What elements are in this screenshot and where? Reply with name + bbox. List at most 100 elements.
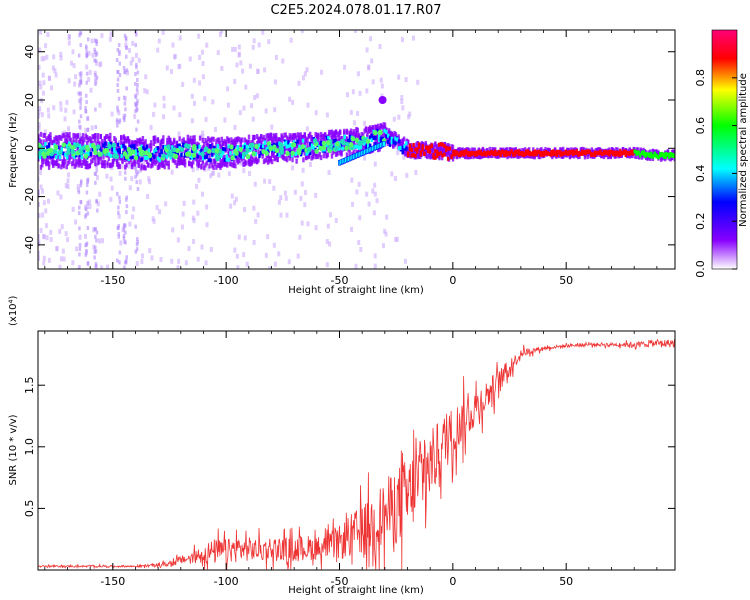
- spectrum-core: [484, 152, 488, 157]
- spectrum-cell: [472, 147, 475, 153]
- spectrum-core: [472, 151, 475, 156]
- spectrum-speckle: [241, 68, 245, 74]
- spectrum-core: [319, 143, 323, 148]
- spectrum-cell: [130, 162, 134, 168]
- spectrum-cell: [615, 147, 618, 153]
- spectrum-cell: [250, 160, 253, 166]
- spectrum-speckle: [38, 64, 41, 70]
- spectrum-cell: [438, 154, 441, 160]
- spectrum-speckle: [192, 100, 196, 106]
- spectrum-cell: [311, 148, 315, 154]
- spectrum-core: [434, 149, 437, 154]
- spectrum-speckle: [300, 181, 304, 187]
- spectrum-cell: [266, 153, 270, 159]
- colorbar-tick-label: 0.8: [694, 69, 707, 87]
- spectrum-cell: [397, 134, 400, 140]
- spectrum-core: [359, 145, 363, 150]
- spectrum-speckle: [89, 87, 93, 93]
- spectrum-cell: [288, 133, 292, 139]
- spectrum-peak: [245, 148, 250, 154]
- colorbar-label: Normalized spectral amplitude: [738, 73, 749, 227]
- spectrum-core: [143, 147, 147, 152]
- spectrum-streak: [134, 72, 137, 77]
- spectrum-speckle: [396, 150, 400, 156]
- spectrum-cell: [197, 159, 200, 165]
- spectrum-cell: [151, 155, 154, 161]
- spectrum-cell: [62, 163, 66, 169]
- spectrum-cell: [562, 146, 565, 152]
- spectrum-streak: [122, 95, 126, 100]
- spectrum-core: [301, 138, 305, 143]
- spectrum-cell: [227, 150, 230, 156]
- spectrum-cell: [258, 151, 262, 157]
- spectrum-core: [69, 148, 73, 153]
- spectrum-cell: [109, 163, 112, 169]
- spectrum-speckle: [383, 228, 387, 234]
- spectrum-cell: [65, 132, 68, 138]
- spectrum-cell: [386, 135, 389, 141]
- spectrum-cell: [465, 154, 468, 160]
- spectrum-cell: [164, 160, 168, 166]
- spectrum-speckle: [90, 38, 94, 44]
- spectrum-cell: [336, 151, 339, 157]
- spectrum-core: [225, 154, 229, 159]
- spectrum-peak: [166, 144, 171, 150]
- spectrum-core: [494, 149, 497, 154]
- spectrum-core: [122, 143, 125, 148]
- spectrum-cell: [103, 136, 107, 142]
- spectrum-peak: [238, 146, 243, 153]
- spectrum-core: [412, 142, 415, 147]
- spectrum-core: [260, 145, 263, 150]
- spectrum-speckle: [90, 125, 94, 131]
- spectrum-speckle: [95, 175, 99, 181]
- spectrum-core: [209, 143, 212, 148]
- spectrum-streak: [124, 107, 127, 112]
- spectrum-streak: [95, 264, 98, 269]
- spectrum-speckle: [148, 248, 152, 254]
- spectrum-core: [124, 145, 127, 150]
- spectrum-cell: [283, 149, 286, 155]
- spectrum-core: [287, 140, 290, 145]
- spectrum-speckle: [45, 54, 49, 60]
- spectrum-cell: [46, 135, 49, 141]
- spectrum-core: [633, 149, 637, 154]
- spectrum-cell: [45, 137, 48, 143]
- spectrum-core: [454, 152, 457, 157]
- spectrum-peak: [85, 144, 90, 150]
- spectrum-core: [510, 149, 513, 154]
- spectrum-core: [182, 144, 185, 149]
- spectrum-cell: [635, 147, 638, 153]
- spectrum-streak: [134, 166, 138, 171]
- spectrum-cell: [318, 141, 321, 147]
- spectrum-cell: [379, 123, 383, 129]
- spectrum-cell: [166, 140, 169, 146]
- spectrum-cell: [590, 147, 593, 153]
- spectrum-cell: [91, 157, 94, 163]
- spectrum-speckle: [56, 190, 60, 196]
- spectrum-streak: [79, 74, 83, 79]
- spectrum-speckle: [130, 176, 134, 182]
- spectrum-streak: [95, 39, 99, 44]
- spectrum-cell: [50, 159, 54, 165]
- spectrum-streak: [94, 245, 97, 250]
- spectrum-cell: [228, 161, 232, 167]
- spectrum-cell: [440, 155, 444, 161]
- spectrum-cell: [57, 135, 60, 141]
- spectrum-speckle: [346, 92, 350, 98]
- spectrum-core: [428, 149, 432, 154]
- spectrum-core: [586, 149, 589, 154]
- spectrum-core: [145, 155, 149, 160]
- spectrum-cell: [260, 134, 263, 140]
- spectrum-core: [390, 136, 394, 141]
- x-tick-label: -100: [214, 575, 239, 588]
- spectrum-speckle: [158, 209, 162, 215]
- spectrum-speckle: [408, 111, 412, 117]
- spectrum-cell: [294, 133, 297, 139]
- spectrum-speckle: [243, 207, 247, 213]
- spectrum-core: [437, 151, 441, 156]
- spectrum-core: [662, 152, 666, 157]
- spectrum-core: [591, 152, 595, 157]
- spectrum-streak: [123, 101, 127, 106]
- spectrum-core: [461, 151, 464, 156]
- spectrum-speckle: [38, 113, 40, 119]
